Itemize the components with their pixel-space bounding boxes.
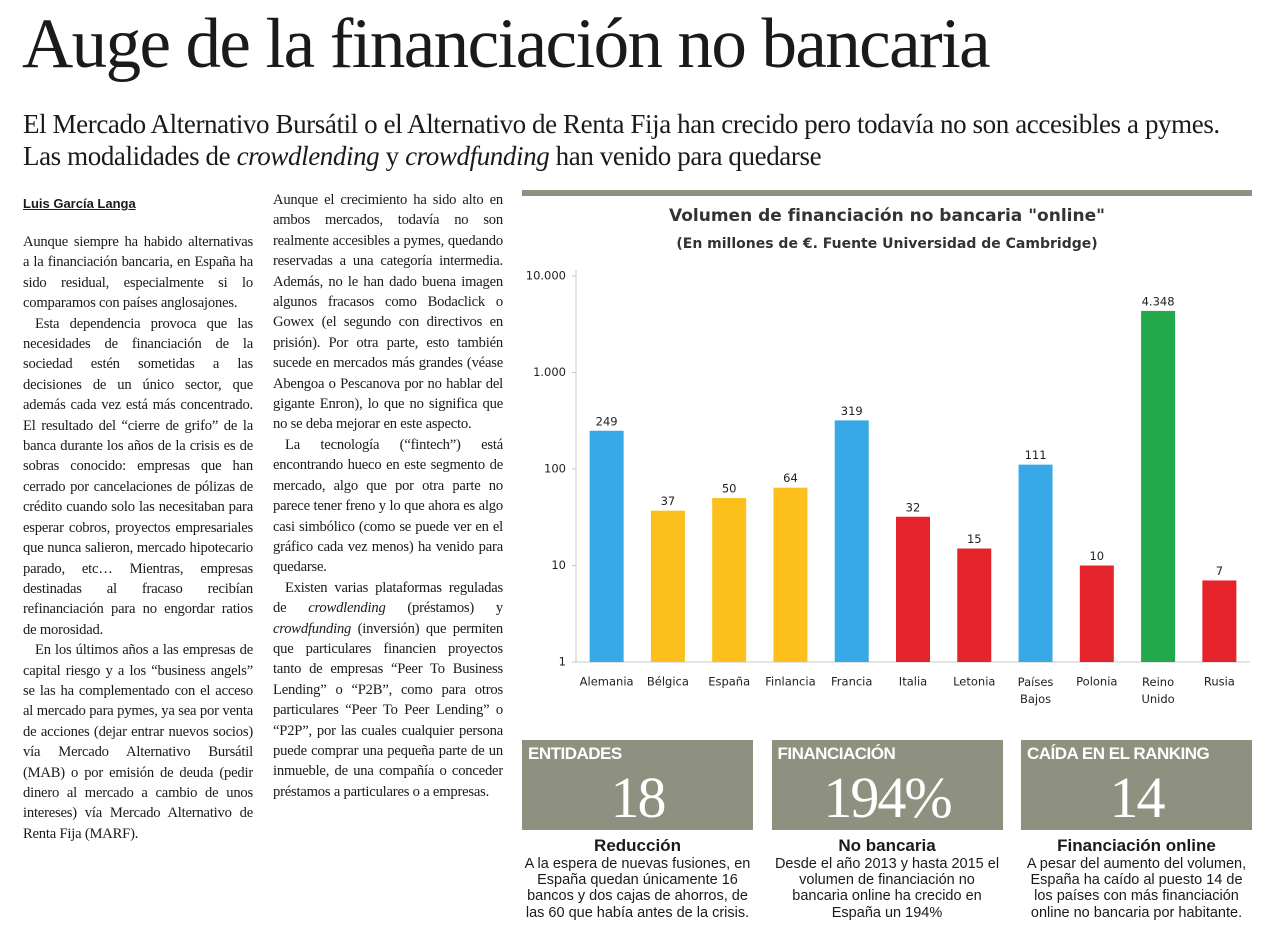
x-tick-label: Reino Unido xyxy=(1141,675,1174,706)
stat: CAÍDA EN EL RANKING 14 Financiación online… xyxy=(1021,740,1252,921)
bar xyxy=(896,516,930,662)
paragraph: Aunque siempre ha habido alternativas a … xyxy=(23,232,253,314)
bar xyxy=(834,420,869,662)
stat-title: Reducción xyxy=(594,836,681,855)
value-label: 7 xyxy=(1216,564,1223,578)
stat-number: 194% xyxy=(823,765,952,830)
text-run: La tecnología (“fintech”) está encontran… xyxy=(273,436,503,576)
value-label: 319 xyxy=(841,404,863,418)
byline: Luis García Langa xyxy=(23,196,136,211)
stat-box: ENTIDADES 18 xyxy=(522,740,753,830)
x-tick-label: Letonia xyxy=(953,675,995,689)
x-tick-label: Italia xyxy=(899,675,927,689)
value-label: 4.348 xyxy=(1142,294,1175,308)
chart-rule xyxy=(522,190,1252,196)
column: Aunque siempre ha habido alternativas a … xyxy=(23,232,253,942)
y-tick-label: 10.000 xyxy=(526,269,566,283)
value-label: 64 xyxy=(783,471,798,485)
value-label: 10 xyxy=(1089,549,1104,563)
x-tick-label: Polonia xyxy=(1076,675,1117,689)
y-tick-label: 10 xyxy=(551,558,566,572)
text-run: crowdfunding xyxy=(273,620,352,637)
value-label: 37 xyxy=(661,494,676,508)
text-run: crowdlending xyxy=(308,600,386,617)
x-tick-label: España xyxy=(708,675,750,689)
bar xyxy=(773,487,808,662)
bar xyxy=(650,510,685,662)
chart-subtitle: (En millones de €. Fuente Universidad de… xyxy=(676,236,1097,252)
stat-text: Desde el año 2013 y hasta 2015 el volume… xyxy=(774,856,1000,921)
paragraph: La tecnología (“fintech”) está encontran… xyxy=(273,435,503,578)
y-tick-label: 100 xyxy=(544,462,566,476)
bar xyxy=(1202,580,1237,662)
chart: Volumen de financiación no bancaria "onl… xyxy=(522,190,1252,706)
text-run: crowdfunding xyxy=(405,141,550,171)
x-tick-label: Finlancia xyxy=(765,675,815,689)
x-tick-label: Francia xyxy=(831,675,872,689)
value-label: 111 xyxy=(1025,448,1047,462)
paragraph: En los últimos años a las empresas de ca… xyxy=(23,640,253,844)
stat-box: CAÍDA EN EL RANKING 14 xyxy=(1021,740,1252,830)
value-label: 249 xyxy=(596,414,618,428)
paragraph: Esta dependencia provoca que las necesid… xyxy=(23,314,253,641)
subtitle: El Mercado Alternativo Bursátil o el Alt… xyxy=(23,108,1263,172)
text-run: y xyxy=(379,141,406,171)
text-run: Aunque el crecimiento ha sido alto en am… xyxy=(273,192,503,433)
x-tick-label: Rusia xyxy=(1204,675,1235,689)
stat: ENTIDADES 18 Reducción A la espera de nueva… xyxy=(522,740,753,921)
stat: FINANCIACIÓN 194% No bancaria Desde el año … xyxy=(771,740,1003,921)
bar xyxy=(1141,310,1176,662)
value-label: 50 xyxy=(722,482,737,496)
bar xyxy=(589,430,624,662)
text-run: Aunque siempre ha habido alternativas a … xyxy=(23,234,253,312)
paragraph: Existen varias plataformas reguladas de … xyxy=(273,578,503,802)
x-tick-label: Países Bajos xyxy=(1018,675,1054,706)
text-run: (préstamos) y xyxy=(385,600,503,617)
stat-box: FINANCIACIÓN 194% xyxy=(771,740,1003,830)
stat-label: CAÍDA EN EL RANKING xyxy=(1027,744,1210,763)
stat-label: FINANCIACIÓN xyxy=(777,744,896,763)
text-run: han venido para quedarse xyxy=(549,141,822,171)
y-tick-label: 1 xyxy=(559,655,566,669)
text-run: (inversión) que permiten que particulare… xyxy=(273,620,503,800)
bar xyxy=(1018,464,1053,662)
bar xyxy=(957,548,992,662)
stat-title: No bancaria xyxy=(838,836,936,855)
stat-text: A la espera de nuevas fusiones, en Españ… xyxy=(524,856,751,921)
x-tick-label: Alemania xyxy=(580,675,634,689)
text-run: Existen varias plataformas reguladas de xyxy=(273,579,503,617)
text-run: crowdlending xyxy=(236,141,380,171)
x-tick-label: Bélgica xyxy=(647,675,689,689)
stat-text: A pesar del aumento del volumen, España … xyxy=(1026,856,1247,921)
y-tick-label: 1.000 xyxy=(533,365,566,379)
bar xyxy=(712,498,747,662)
stat-title: Financiación online xyxy=(1057,836,1216,855)
text-run: El Mercado Alternativo Bursátil o el Alt… xyxy=(23,109,1220,171)
chart-title: Volumen de financiación no bancaria "onl… xyxy=(669,206,1105,226)
stat-label: ENTIDADES xyxy=(528,744,622,763)
column: Aunque el crecimiento ha sido alto en am… xyxy=(273,190,503,900)
value-label: 15 xyxy=(967,532,982,546)
bar xyxy=(1079,565,1114,662)
text-run: Esta dependencia provoca que las necesid… xyxy=(23,315,253,638)
stat-number: 14 xyxy=(1109,765,1166,830)
value-label: 32 xyxy=(906,500,921,514)
paragraph: Aunque el crecimiento ha sido alto en am… xyxy=(273,190,503,435)
text-run: En los últimos años a las empresas de ca… xyxy=(23,642,253,842)
stat-number: 18 xyxy=(610,765,667,830)
headline: Auge de la financiación no bancaria xyxy=(22,5,991,83)
